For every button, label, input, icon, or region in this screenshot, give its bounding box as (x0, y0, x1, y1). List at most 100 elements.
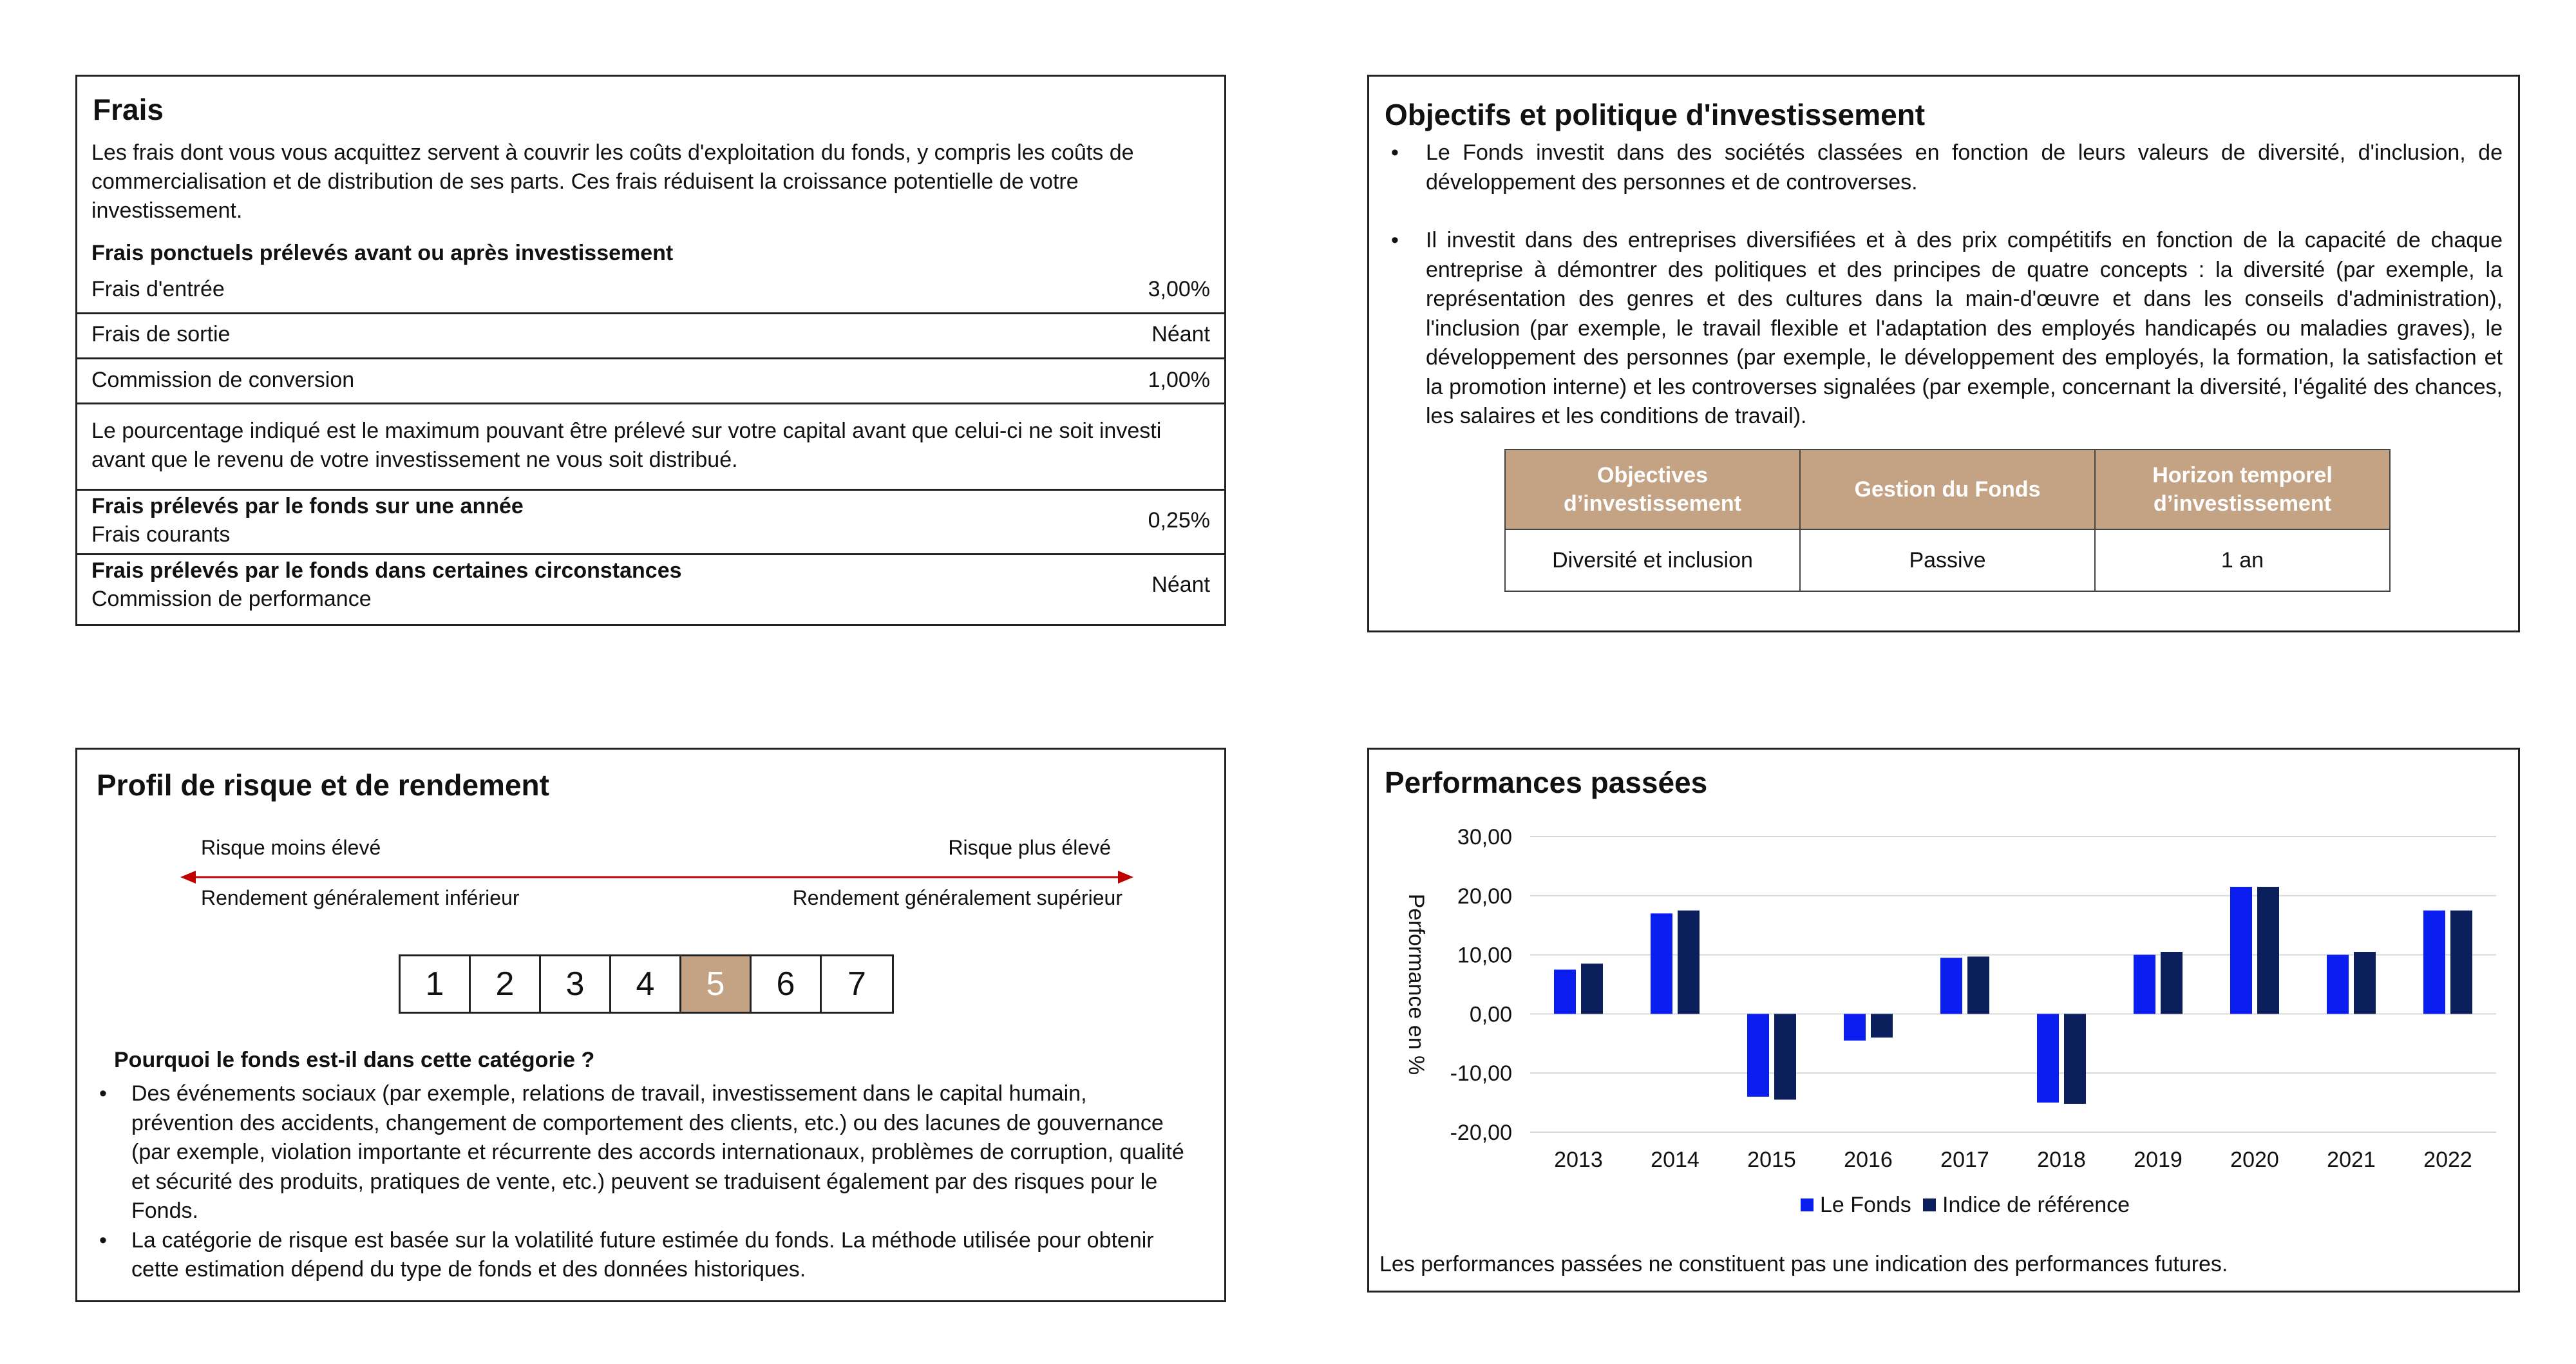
y-tick-label: 20,00 (1457, 884, 1512, 909)
frais-note: Le pourcentage indiqué est le maximum po… (91, 419, 1162, 472)
y-tick-label: 10,00 (1457, 943, 1512, 968)
risk-level-5: 5 (681, 956, 752, 1012)
risque-bullet-list: • Des événements sociaux (par exemple, r… (90, 1079, 1185, 1285)
performance-bar-chart: -20,00 -10,00 0,00 10,00 20,00 30,00 Performan… (1404, 825, 2496, 1217)
divider (77, 403, 1224, 404)
x-tick-label: 2016 (1844, 1148, 1893, 1172)
bullet-icon: • (1391, 140, 1399, 165)
frais-row-value: Néant (1151, 322, 1210, 346)
bar-indice (1581, 963, 1603, 1014)
x-tick-label: 2013 (1554, 1148, 1603, 1172)
objectifs-bullet-text: Le Fonds investit dans des sociétés clas… (1426, 140, 2503, 194)
bar-indice (2450, 910, 2472, 1014)
objectifs-table: Objectives d’investissement Gestion du F… (1504, 449, 2391, 592)
table-cell: 1 an (2094, 529, 2391, 592)
frais-row-label: Frais d'entrée (91, 277, 225, 301)
objectifs-panel: Objectifs et politique d'investissement … (1367, 75, 2520, 632)
bar-fonds (1651, 913, 1672, 1014)
risk-level-7: 7 (822, 956, 892, 1012)
divider (77, 489, 1224, 491)
bar-fonds (2037, 1014, 2059, 1103)
performances-title: Performances passées (1385, 766, 1708, 799)
table-header: Gestion du Fonds (1799, 449, 2096, 530)
x-tick-label: 2015 (1747, 1148, 1796, 1172)
x-tick-label: 2019 (2134, 1148, 2183, 1172)
frais-annuel-label: Frais courants (91, 522, 231, 547)
frais-circonstances-label: Commission de performance (91, 587, 372, 611)
x-tick-label: 2017 (1940, 1148, 1989, 1172)
table-cell: Diversité et inclusion (1504, 529, 1801, 592)
table-header: Objectives d’investissement (1504, 449, 1801, 530)
x-tick-label: 2014 (1651, 1148, 1700, 1172)
y-tick-label: 0,00 (1470, 1002, 1512, 1027)
frais-row-value: 3,00% (1148, 277, 1210, 301)
bullet-icon: • (99, 1227, 107, 1253)
risk-level-2: 2 (471, 956, 541, 1012)
list-item: • La catégorie de risque est basée sur l… (90, 1226, 1185, 1285)
objectifs-bullet-text: Il investit dans des entreprises diversi… (1426, 228, 2503, 428)
performances-panel: Performances passées -20,00 -10,00 0,00 10,… (1367, 748, 2520, 1293)
bar-indice (1678, 910, 1700, 1014)
bar-indice (2354, 952, 2376, 1014)
table-header: Horizon temporel d’investissement (2094, 449, 2391, 530)
legend-swatch (1801, 1198, 1814, 1211)
divider (77, 357, 1224, 359)
frais-panel: Frais Les frais dont vous vous acquittez… (75, 75, 1226, 626)
risque-panel: Profil de risque et de rendement Risque … (75, 748, 1226, 1302)
legend-swatch (1923, 1198, 1936, 1211)
frais-annuel-value: 0,25% (1148, 508, 1210, 533)
bar-fonds (2423, 910, 2445, 1014)
risk-level-4: 4 (611, 956, 681, 1012)
list-item: • Il investit dans des entreprises diver… (1388, 226, 2503, 431)
frais-circonstances-value: Néant (1151, 573, 1210, 597)
risk-double-arrow-icon (180, 871, 1133, 884)
y-tick-label: -10,00 (1450, 1061, 1512, 1086)
risk-level-6: 6 (752, 956, 822, 1012)
x-tick-label: 2021 (2327, 1148, 2376, 1172)
objectifs-title: Objectifs et politique d'investissement (1385, 98, 1926, 131)
list-item: • Des événements sociaux (par exemple, r… (90, 1079, 1185, 1226)
frais-title: Frais (93, 93, 164, 126)
x-tick-label: 2020 (2230, 1148, 2279, 1172)
x-tick-label: 2022 (2423, 1148, 2472, 1172)
divider (77, 553, 1224, 555)
bullet-icon: • (1391, 228, 1399, 252)
frais-annuel-heading: Frais prélevés par le fonds sur une anné… (91, 494, 524, 518)
bar-fonds (1554, 969, 1576, 1014)
table-row: Diversité et inclusion Passive 1 an (1504, 529, 2391, 592)
risque-title: Profil de risque et de rendement (97, 768, 549, 802)
bar-indice (1967, 956, 1989, 1014)
low-risk-label: Risque moins élevé (201, 836, 381, 859)
bar-fonds (1940, 958, 1962, 1014)
legend-label: Indice de référence (1942, 1193, 2130, 1217)
bar-fonds (2230, 887, 2252, 1014)
x-tick-label: 2018 (2037, 1148, 2086, 1172)
frais-intro: Les frais dont vous vous acquittez serve… (91, 140, 1134, 223)
bar-fonds (2134, 954, 2155, 1014)
risk-scale: 1 2 3 4 5 6 7 (399, 954, 894, 1014)
bullet-icon: • (99, 1081, 107, 1106)
y-tick-label: 30,00 (1457, 825, 1512, 849)
high-risk-label: Risque plus élevé (948, 836, 1111, 859)
risque-bullet-text: La catégorie de risque est basée sur la … (131, 1227, 1154, 1282)
divider (77, 312, 1224, 314)
performances-footnote: Les performances passées ne constituent … (1379, 1252, 2228, 1276)
risque-why-heading: Pourquoi le fonds est-il dans cette caté… (114, 1048, 595, 1072)
frais-row-label: Frais de sortie (91, 322, 231, 346)
risk-level-1: 1 (401, 956, 471, 1012)
risque-bullet-text: Des événements sociaux (par exemple, rel… (131, 1081, 1184, 1223)
bar-indice (2064, 1014, 2086, 1104)
frais-row-value: 1,00% (1148, 368, 1210, 392)
bar-fonds (1844, 1014, 1866, 1041)
objectifs-bullet-list: • Le Fonds investit dans des sociétés cl… (1388, 138, 2503, 431)
low-return-label: Rendement généralement inférieur (201, 886, 520, 909)
frais-row-label: Commission de conversion (91, 368, 355, 392)
bar-fonds (2327, 954, 2349, 1014)
high-return-label: Rendement généralement supérieur (792, 886, 1122, 909)
y-tick-label: -20,00 (1450, 1121, 1512, 1145)
bar-indice (1871, 1014, 1893, 1038)
table-header-row: Objectives d’investissement Gestion du F… (1504, 449, 2391, 530)
table-cell: Passive (1799, 529, 2096, 592)
y-axis-label: Performance en % (1404, 894, 1428, 1075)
risk-level-3: 3 (541, 956, 611, 1012)
